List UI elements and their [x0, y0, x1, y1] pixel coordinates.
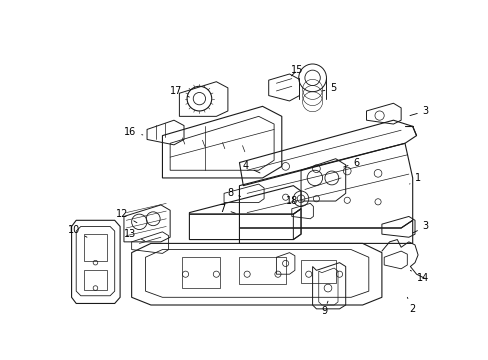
Text: 2: 2	[407, 297, 415, 314]
Bar	[182, 257, 220, 288]
Text: 16: 16	[124, 127, 142, 137]
Text: 14: 14	[409, 270, 428, 283]
Bar	[239, 257, 285, 284]
Text: 18: 18	[285, 196, 301, 206]
Text: 15: 15	[290, 65, 303, 76]
Text: 4: 4	[242, 161, 260, 173]
Text: 7: 7	[219, 204, 235, 214]
Text: 3: 3	[412, 221, 428, 233]
Bar	[84, 234, 107, 261]
Bar	[301, 260, 335, 283]
Text: 3: 3	[409, 106, 428, 116]
Text: 6: 6	[343, 158, 359, 167]
Text: 12: 12	[116, 209, 137, 223]
Text: 13: 13	[124, 229, 144, 241]
Text: 5: 5	[322, 83, 336, 93]
Text: 1: 1	[409, 173, 420, 184]
Bar	[84, 270, 107, 289]
Text: 9: 9	[321, 301, 327, 316]
Text: 8: 8	[227, 188, 240, 198]
Text: 17: 17	[170, 86, 189, 97]
Text: 11: 11	[0, 359, 1, 360]
Text: 10: 10	[68, 225, 87, 237]
